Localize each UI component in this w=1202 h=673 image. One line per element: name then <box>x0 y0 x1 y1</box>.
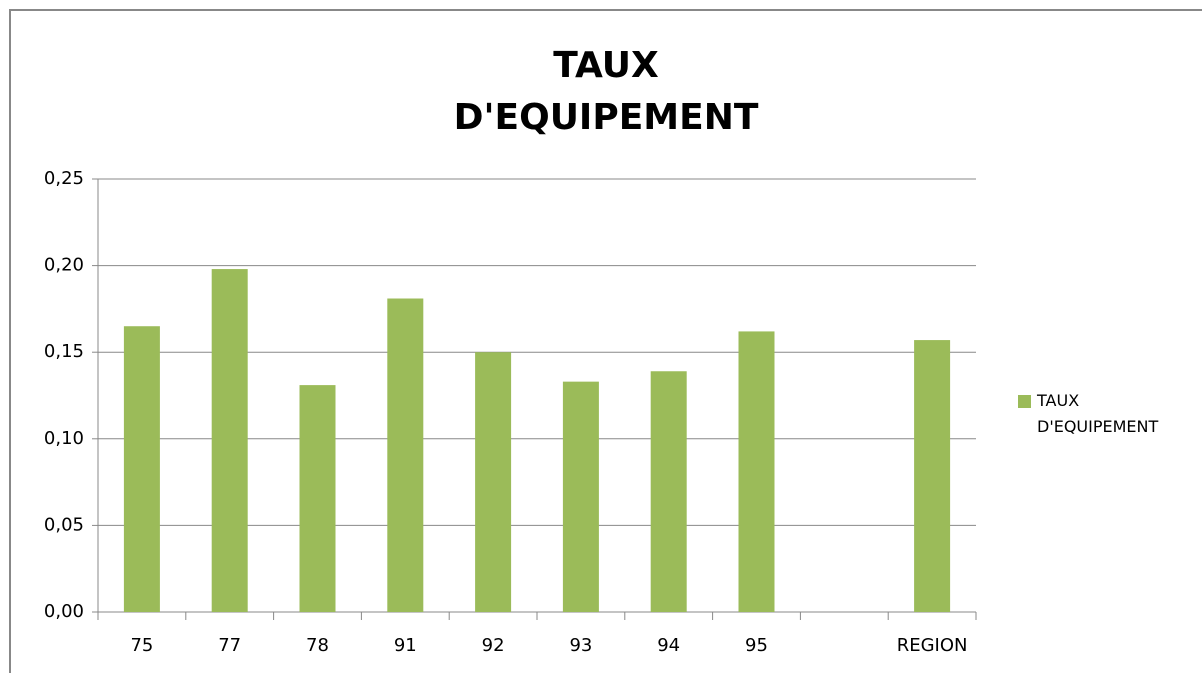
bar <box>123 326 160 612</box>
bar <box>387 298 424 612</box>
legend-swatch <box>1018 395 1031 408</box>
y-tick-label: 0,20 <box>44 255 84 276</box>
x-tick-label: 78 <box>306 635 329 656</box>
x-tick-label: 91 <box>394 635 417 656</box>
x-tick-label: 93 <box>569 635 592 656</box>
legend-label: TAUX D'EQUIPEMENT <box>1037 391 1159 436</box>
chart-title: TAUX D'EQUIPEMENT <box>453 45 759 138</box>
legend: TAUX D'EQUIPEMENT <box>1018 388 1202 440</box>
bar <box>738 331 775 612</box>
bar <box>650 371 687 612</box>
y-tick-label: 0,00 <box>44 601 84 622</box>
y-tick-label: 0,05 <box>44 514 84 535</box>
frame <box>9 9 1202 673</box>
y-tick-label: 0,25 <box>44 168 84 189</box>
bar <box>914 340 951 612</box>
x-tick-label: 77 <box>218 635 241 656</box>
x-tick-label: 92 <box>482 635 505 656</box>
bar <box>562 381 599 612</box>
x-tick-label: 94 <box>657 635 680 656</box>
x-tick-label: REGION <box>897 635 968 656</box>
y-tick-label: 0,10 <box>44 428 84 449</box>
bar <box>299 385 336 612</box>
x-tick-label: 95 <box>745 635 768 656</box>
bar <box>475 352 512 612</box>
y-tick-label: 0,15 <box>44 341 84 362</box>
bar <box>211 269 248 612</box>
x-tick-label: 75 <box>130 635 153 656</box>
